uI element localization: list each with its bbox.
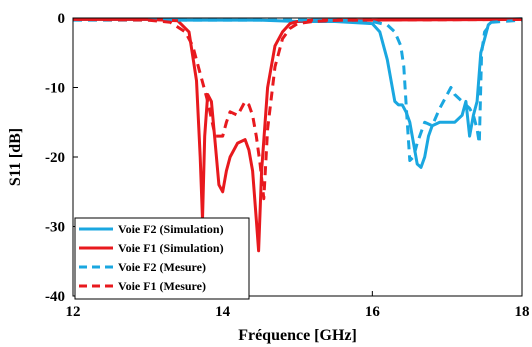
y-tick-label: 0 [58, 11, 66, 27]
x-tick-label: 16 [365, 304, 381, 320]
legend-label: Voie F2 (Mesure) [118, 260, 206, 274]
y-tick-label: -20 [45, 150, 65, 166]
plot-area [72, 17, 523, 297]
x-tick-label: 14 [215, 304, 231, 320]
series-layer [72, 17, 523, 253]
legend-box [74, 217, 250, 300]
y-tick-label: -40 [45, 289, 65, 305]
legend-label: Voie F1 (Mesure) [118, 279, 206, 293]
y-tick-label: -30 [45, 220, 65, 236]
series-line-1 [73, 17, 523, 169]
x-axis-title: Fréquence [GHz] [238, 327, 357, 344]
legend: Voie F2 (Simulation) Voie F1 (Simulation)… [74, 217, 250, 300]
series-line-4 [72, 17, 523, 201]
series-line-2 [73, 17, 523, 253]
y-axis-title: S11 [dB] [7, 128, 24, 186]
legend-label: Voie F1 (Simulation) [118, 241, 224, 255]
x-tick-label: 12 [66, 304, 81, 320]
series-line-3 [73, 18, 523, 162]
y-tick-label: -10 [45, 81, 65, 97]
tick-layer: 12 14 16 18 0 -10 -20 -30 -40 [45, 11, 530, 320]
legend-label: Voie F2 (Simulation) [118, 222, 224, 236]
x-tick-label: 18 [515, 304, 530, 320]
